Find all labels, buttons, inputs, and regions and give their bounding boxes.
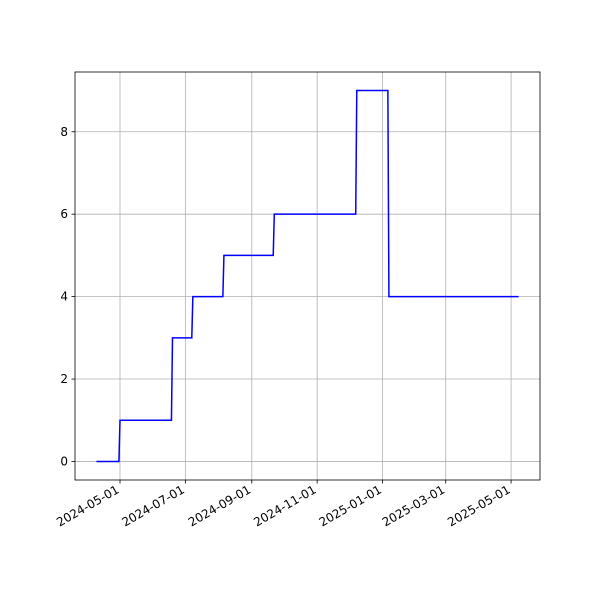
line bbox=[96, 89, 519, 463]
x-tick-label: 2025-01-01 bbox=[317, 482, 384, 529]
y-tick-label: 8 bbox=[60, 125, 68, 139]
y-tick-label: 6 bbox=[60, 207, 68, 221]
y-tick-label: 0 bbox=[60, 454, 68, 468]
y-tick-label: 2 bbox=[60, 372, 68, 386]
x-tick-label: 2024-11-01 bbox=[251, 482, 318, 529]
x-tick-label: 2024-05-01 bbox=[54, 482, 121, 529]
x-tick-label: 2024-07-01 bbox=[119, 482, 186, 529]
y-tick-label: 4 bbox=[60, 290, 68, 304]
x-tick-label: 2025-05-01 bbox=[445, 482, 512, 529]
x-tick-label: 2025-03-01 bbox=[380, 482, 447, 529]
x-tick-label: 2024-09-01 bbox=[186, 482, 253, 529]
axes-frame bbox=[74, 71, 541, 481]
